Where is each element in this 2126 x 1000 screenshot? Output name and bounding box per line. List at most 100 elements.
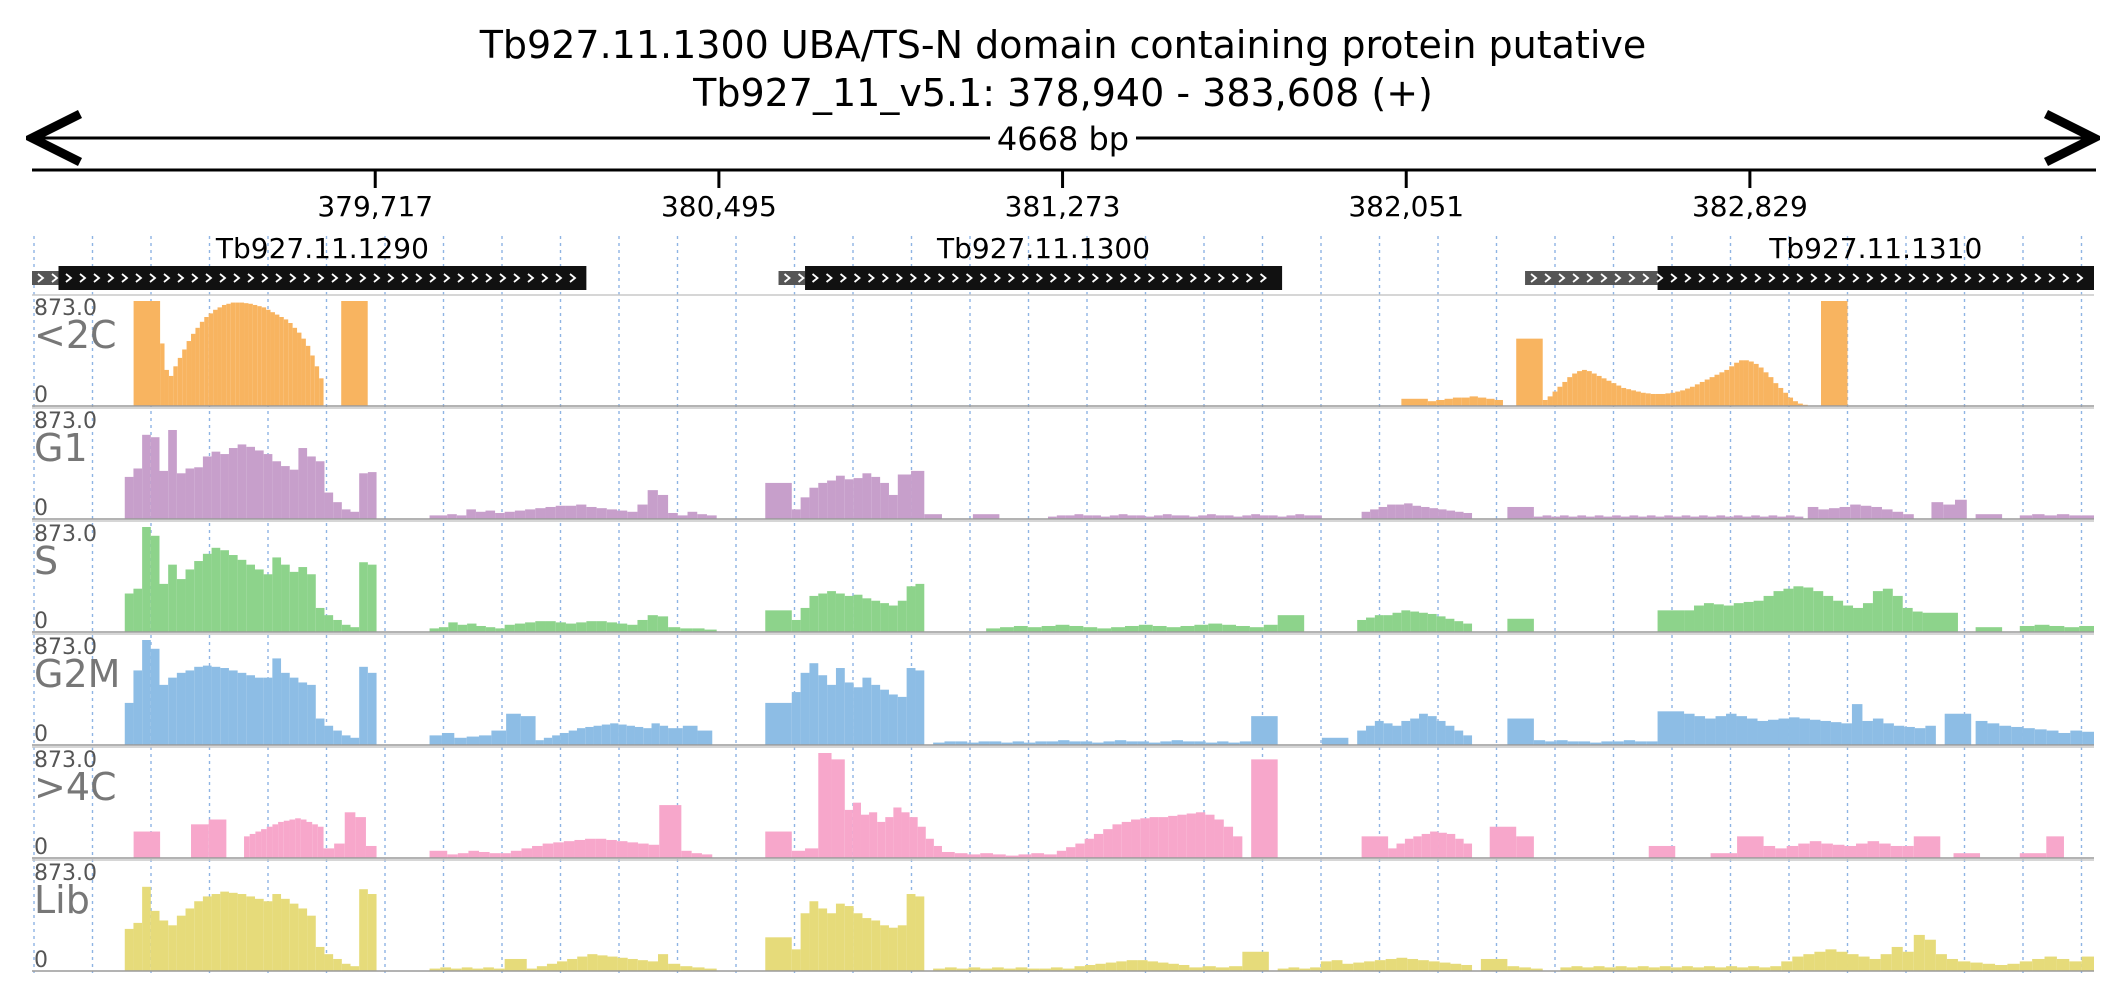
- coverage-bar: [1439, 962, 1451, 971]
- coverage-bar: [1562, 381, 1568, 406]
- coverage-bar: [586, 506, 597, 519]
- coverage-bar: [1095, 963, 1106, 971]
- coverage-bar: [1357, 619, 1367, 632]
- coverage-bar: [1552, 391, 1558, 406]
- coverage-bar: [1310, 967, 1321, 971]
- coverage-bar: [880, 925, 889, 971]
- coverage-bar: [1680, 390, 1686, 406]
- gene-cds: [805, 266, 1283, 290]
- coverage-bar: [1353, 962, 1365, 971]
- coverage-bar: [862, 473, 872, 519]
- coverage-bar: [208, 819, 227, 858]
- coverage-bar: [1999, 725, 2012, 745]
- coverage-bar: [261, 307, 267, 406]
- coverage-bar: [213, 309, 218, 406]
- coverage-bar: [1913, 934, 1925, 971]
- coverage-bar: [576, 622, 587, 632]
- coverage-bar: [1944, 713, 1972, 745]
- coverage-bar: [2022, 728, 2035, 745]
- coverage-bar: [246, 446, 255, 519]
- coverage-bar: [701, 854, 713, 858]
- coverage-bar: [300, 819, 307, 858]
- x-tick-label: 380,495: [661, 190, 777, 223]
- coverage-bar: [888, 605, 898, 632]
- coverage-bar: [1410, 718, 1420, 745]
- coverage-bar: [1062, 968, 1075, 971]
- x-tick-label: 382,051: [1348, 190, 1464, 223]
- coverage-bar: [266, 826, 273, 858]
- gene-label: Tb927.11.1300: [936, 232, 1150, 265]
- coverage-bar: [1015, 967, 1028, 971]
- coverage-bar: [1418, 960, 1429, 971]
- coverage-bar: [1823, 595, 1834, 632]
- coverage-bar: [1224, 515, 1234, 519]
- coverage-bar: [853, 687, 863, 745]
- coverage-bar: [228, 892, 238, 971]
- coverage-bar: [2056, 958, 2070, 971]
- coverage-bar: [1664, 515, 1673, 519]
- coverage-bar: [176, 672, 186, 745]
- coverage-bar: [185, 908, 195, 971]
- coverage-bar: [986, 628, 1001, 632]
- coverage-bar: [272, 658, 282, 745]
- coverage-bar: [2079, 625, 2094, 632]
- coverage-bar: [312, 824, 318, 858]
- coverage-bar: [272, 461, 282, 519]
- coverage-bar: [307, 574, 316, 632]
- coverage-bar: [341, 509, 351, 519]
- coverage-bar: [1843, 605, 1854, 632]
- coverage-bar: [1412, 505, 1422, 519]
- coverage-bar: [1975, 720, 1988, 745]
- coverage-bar: [283, 820, 290, 858]
- coverage-bar: [150, 535, 160, 632]
- coverage-bar: [1578, 741, 1591, 745]
- coverage-bar: [182, 349, 187, 406]
- coverage-bar: [800, 497, 810, 519]
- coverage-bar: [980, 968, 993, 971]
- coverage-bar: [2082, 731, 2094, 745]
- coverage-bar: [607, 956, 618, 971]
- coverage-bar: [1757, 720, 1769, 745]
- coverage-bar: [495, 628, 505, 632]
- coverage-bar: [818, 675, 828, 745]
- coverage-bar: [967, 854, 981, 858]
- coverage-bar: [1924, 939, 1936, 971]
- coverage-bar: [289, 469, 299, 519]
- coverage-bar: [627, 511, 638, 519]
- coverage-bar: [1770, 966, 1782, 971]
- coverage-bar: [289, 677, 299, 745]
- coverage-bar: [618, 724, 627, 745]
- coverage-bar: [1572, 373, 1578, 406]
- coverage-bar: [1763, 595, 1774, 632]
- coverage-bar: [648, 844, 660, 858]
- coverage-bar: [1783, 392, 1789, 406]
- coverage-bar: [297, 332, 302, 406]
- coverage-bar: [1830, 722, 1842, 745]
- coverage-bar: [510, 850, 522, 858]
- coverage-bar: [520, 716, 536, 745]
- coverage-bar: [1672, 516, 1682, 519]
- coverage-bar: [1902, 951, 1914, 971]
- coverage-bar: [429, 515, 448, 519]
- coverage-bar: [818, 908, 828, 971]
- coverage-bar: [202, 896, 212, 971]
- coverage-bar: [1902, 607, 1913, 632]
- coverage-bar: [888, 927, 898, 971]
- coverage-bar: [1249, 627, 1264, 632]
- coverage-bar: [1611, 383, 1617, 406]
- coverage-bar: [315, 718, 325, 745]
- track-name: Lib: [34, 878, 90, 922]
- coverage-bar: [897, 600, 907, 632]
- coverage-bar: [1383, 723, 1393, 745]
- coverage-bar: [706, 515, 717, 519]
- coverage-bar: [305, 345, 311, 406]
- coverage-bar: [1742, 516, 1752, 519]
- coverage-bar: [211, 894, 221, 971]
- coverage-bar: [637, 960, 648, 971]
- coverage-bar: [350, 737, 360, 745]
- coverage-bar: [1681, 515, 1691, 519]
- coverage-bar: [1013, 625, 1028, 632]
- coverage-bar: [1793, 586, 1804, 632]
- coverage-bar: [1739, 360, 1744, 406]
